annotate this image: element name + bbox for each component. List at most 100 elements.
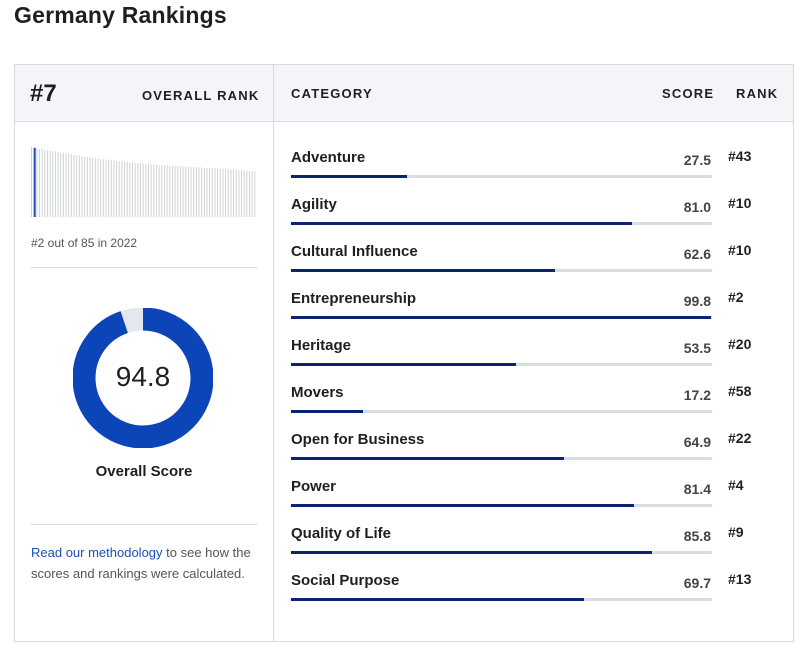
- category-score: 85.8: [683, 528, 711, 544]
- sparkline-bar: [169, 165, 171, 217]
- sparkline-bar: [238, 170, 240, 217]
- category-name: Movers: [291, 384, 344, 401]
- category-score: 81.0: [683, 199, 711, 215]
- category-row: Movers 17.2 #58: [291, 378, 791, 425]
- sparkline-bar: [36, 148, 38, 217]
- sparkline-bar: [110, 160, 112, 217]
- sparkline-bar: [190, 167, 192, 217]
- sparkline-bar: [38, 149, 40, 217]
- donut-arc: [73, 308, 213, 448]
- score-bar-track: [291, 175, 712, 178]
- sparkline-bar: [97, 158, 99, 217]
- methodology-note: Read our methodology to see how the scor…: [31, 542, 257, 584]
- category-row: Heritage 53.5 #20: [291, 331, 791, 378]
- category-score: 27.5: [683, 152, 711, 168]
- sparkline-bar: [153, 164, 155, 217]
- category-name: Social Purpose: [291, 572, 400, 589]
- score-bar-fill: [291, 457, 565, 460]
- rank-history-sparkline[interactable]: [31, 147, 257, 217]
- sparkline-bar: [233, 169, 235, 217]
- category-score: 17.2: [683, 387, 711, 403]
- sparkline-bar: [100, 158, 102, 217]
- sparkline-bar: [201, 167, 203, 217]
- category-list: Adventure 27.5 #43 Agility 81.0 #10 Cultural I…: [291, 143, 791, 613]
- sparkline-bar: [102, 158, 104, 217]
- methodology-link[interactable]: Read our methodology: [31, 545, 163, 560]
- sparkline-bar: [230, 169, 232, 217]
- sparkline-bar: [60, 152, 62, 217]
- overall-score-label: Overall Score: [95, 463, 193, 480]
- category-rank: #9: [728, 524, 744, 540]
- sparkline-bar: [116, 161, 118, 217]
- rankings-card: #7 OVERALL RANK CATEGORY SCORE RANK #2 o…: [14, 64, 794, 642]
- rank-column-header: RANK: [736, 86, 779, 101]
- sparkline-bar: [49, 150, 51, 217]
- score-bar-track: [291, 457, 712, 460]
- card-header: #7 OVERALL RANK CATEGORY SCORE RANK: [15, 65, 793, 122]
- category-name: Power: [291, 478, 337, 495]
- rank-history-text: #2 out of 85 in 2022: [31, 236, 138, 250]
- divider-line: [31, 267, 257, 268]
- sparkline-bar: [171, 165, 173, 217]
- category-row: Social Purpose 69.7 #13: [291, 566, 791, 613]
- category-rank: #22: [728, 430, 752, 446]
- category-score: 62.6: [683, 246, 711, 262]
- category-name: Entrepreneurship: [291, 290, 417, 307]
- column-divider: [273, 65, 274, 641]
- score-bar-track: [291, 269, 712, 272]
- score-bar-fill: [291, 175, 407, 178]
- sparkline-bar: [126, 161, 128, 217]
- sparkline-bar: [92, 157, 94, 217]
- category-rank: #20: [728, 336, 752, 352]
- sparkline-bar: [179, 166, 181, 217]
- sparkline-bar: [158, 165, 160, 217]
- sparkline-bar: [203, 168, 205, 217]
- score-bar-fill: [291, 598, 585, 601]
- category-name: Heritage: [291, 337, 352, 354]
- score-bar-track: [291, 551, 712, 554]
- sparkline-bar: [68, 154, 70, 217]
- score-bar-fill: [291, 316, 712, 319]
- sparkline-bar: [108, 159, 110, 217]
- sparkline-bar: [254, 171, 256, 217]
- sparkline-bar: [222, 168, 224, 217]
- sparkline-bar: [145, 163, 147, 217]
- sparkline-bar: [62, 152, 64, 217]
- sparkline-bar: [163, 165, 165, 217]
- score-bar-fill: [291, 551, 653, 554]
- sparkline-bar: [121, 161, 123, 217]
- sparkline-bar: [84, 156, 86, 217]
- sparkline-bar: [209, 168, 211, 217]
- overall-score-value: 94.8: [115, 361, 171, 392]
- sparkline-bar: [177, 165, 179, 217]
- score-bar-track: [291, 504, 712, 507]
- sparkline-bar: [142, 163, 144, 217]
- category-row: Power 81.4 #4: [291, 472, 791, 519]
- sparkline-bar: [198, 167, 200, 217]
- sparkline-bar: [118, 161, 120, 217]
- score-bar-fill: [291, 269, 555, 272]
- sparkline-bar: [89, 157, 91, 217]
- sparkline-bar: [52, 151, 54, 217]
- sparkline-bar: [78, 155, 80, 217]
- sparkline-bar: [140, 163, 142, 217]
- sparkline-bar: [73, 154, 75, 217]
- sparkline-bar: [134, 163, 136, 217]
- sparkline-bar: [44, 149, 46, 217]
- sparkline-bar: [57, 151, 59, 217]
- category-row: Cultural Influence 62.6 #10: [291, 237, 791, 284]
- category-rank: #13: [728, 571, 752, 587]
- score-bar-fill: [291, 410, 364, 413]
- sparkline-bar: [147, 163, 149, 217]
- sparkline-bar: [81, 156, 83, 217]
- category-name: Agility: [291, 196, 337, 213]
- category-score: 99.8: [683, 293, 711, 309]
- category-name: Cultural Influence: [291, 243, 418, 260]
- sparkline-bar: [155, 164, 157, 217]
- category-rank: #43: [728, 148, 752, 164]
- category-rank: #4: [728, 477, 744, 493]
- sparkline-bar: [94, 158, 96, 217]
- sparkline-bar: [243, 170, 245, 217]
- score-bar-fill: [291, 363, 517, 366]
- sparkline-bar: [86, 156, 88, 217]
